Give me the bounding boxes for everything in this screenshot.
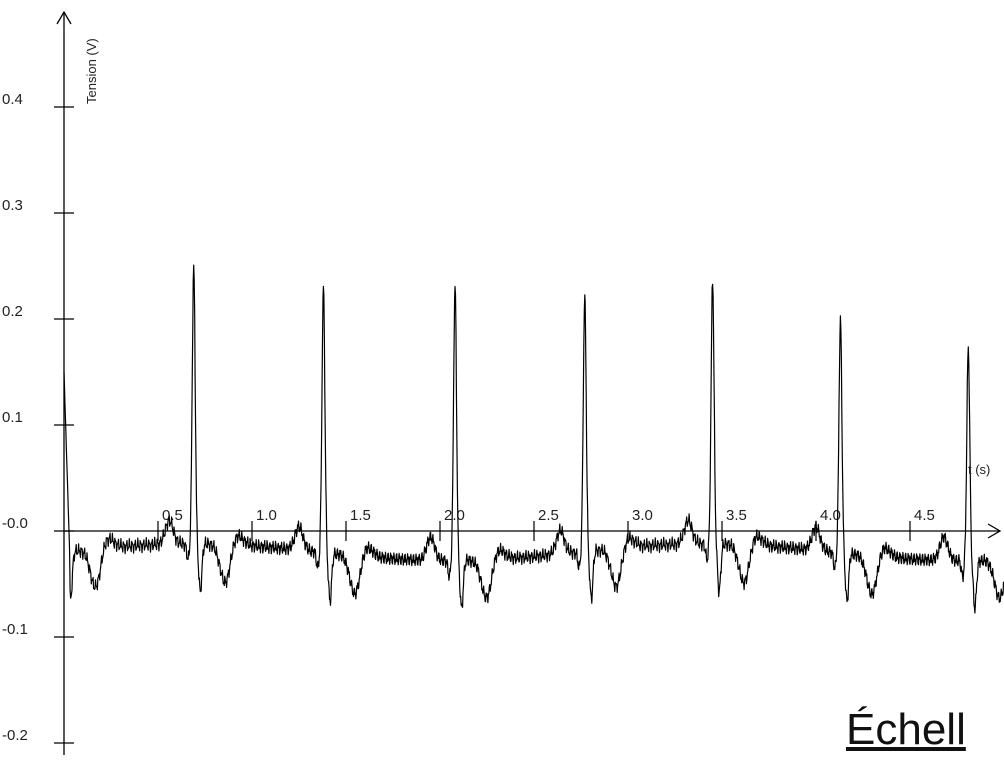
x-tick-label: 2.5 xyxy=(538,507,559,524)
y-tick-label: -0.2 xyxy=(2,727,28,744)
x-tick-label: 4.0 xyxy=(820,507,841,524)
x-tick-label: 3.5 xyxy=(726,507,747,524)
y-tick-label: -0.1 xyxy=(2,621,28,638)
y-ticks: -0.2 -0.1 -0.0 0.1 0.2 0.3 0.4 xyxy=(2,91,74,744)
x-axis-title: t (s) xyxy=(968,462,990,477)
x-tick-label: 3.0 xyxy=(632,507,653,524)
y-tick-label: 0.4 xyxy=(2,91,23,108)
scale-caption: Échell xyxy=(846,705,966,754)
axes xyxy=(56,10,1002,755)
y-axis-arrow xyxy=(56,10,72,25)
x-tick-label: 1.5 xyxy=(350,507,371,524)
y-axis-title: Tension (V) xyxy=(84,38,99,104)
y-tick-label: 0.2 xyxy=(2,303,23,320)
x-tick-label: 4.5 xyxy=(914,507,935,524)
y-tick-label: 0.3 xyxy=(2,197,23,214)
x-axis-arrow xyxy=(987,523,1002,539)
voltage-series-line xyxy=(63,264,1004,614)
x-tick-label: 1.0 xyxy=(256,507,277,524)
y-tick-label: -0.0 xyxy=(2,515,28,532)
x-tick-label: 0.5 xyxy=(162,507,183,524)
y-tick-label: 0.1 xyxy=(2,409,23,426)
x-tick-label: 2.0 xyxy=(444,507,465,524)
